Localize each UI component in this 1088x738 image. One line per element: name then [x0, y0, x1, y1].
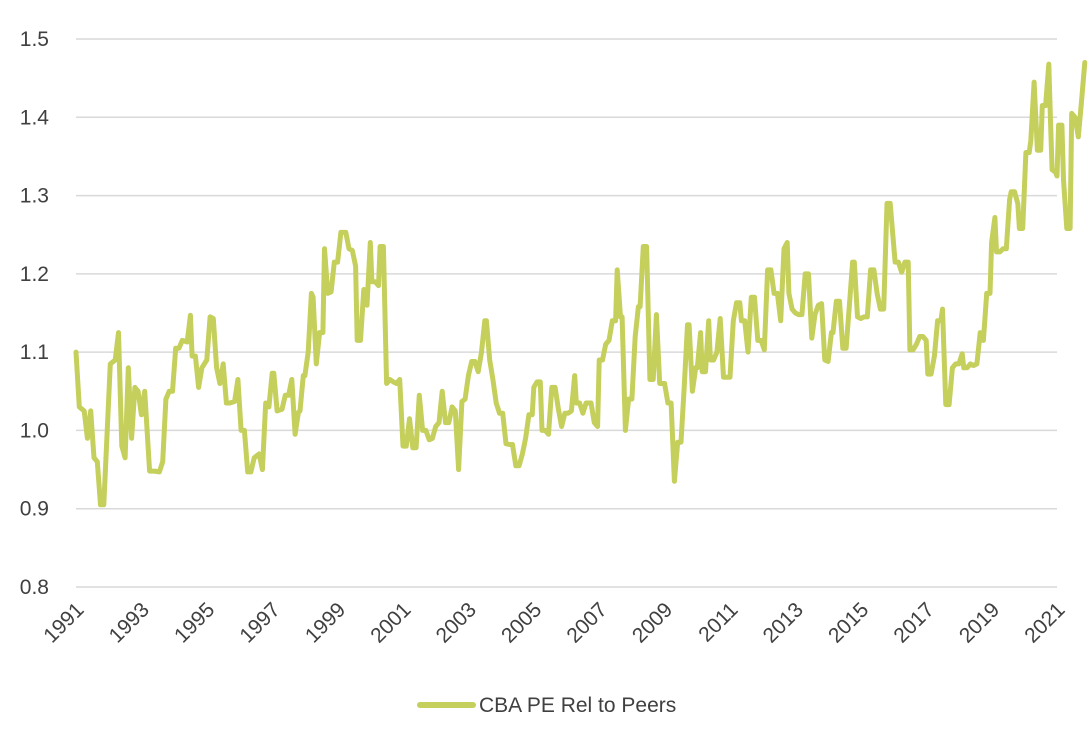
x-tick-label: 2001: [366, 598, 415, 647]
y-tick-label: 1.1: [20, 341, 49, 364]
x-tick-label: 1995: [170, 598, 219, 647]
x-tick-label: 1991: [39, 598, 88, 647]
x-tick-label: 2009: [628, 598, 677, 647]
y-tick-label: 1.5: [20, 28, 49, 51]
x-tick-label: 1997: [235, 598, 284, 647]
y-tick-label: 0.8: [20, 576, 49, 599]
x-tick-label: 2003: [432, 598, 481, 647]
series-line: [73, 60, 1088, 508]
x-tick-label: 2017: [889, 598, 938, 647]
y-tick-label: 1.4: [20, 106, 50, 129]
x-tick-label: 2005: [497, 598, 546, 647]
legend-label: CBA PE Rel to Peers: [479, 694, 676, 717]
y-tick-label: 1.2: [20, 263, 49, 286]
x-tick-label: 1993: [105, 598, 154, 647]
x-tick-label: 2021: [1020, 598, 1069, 647]
x-tick-label: 2015: [824, 598, 873, 647]
y-tick-label: 1.0: [20, 419, 49, 442]
x-tick-label: 2011: [694, 598, 742, 646]
x-tick-label: 2007: [562, 598, 611, 647]
x-tick-label: 2013: [759, 598, 808, 647]
series-layer: [73, 60, 1088, 508]
legend: CBA PE Rel to Peers: [417, 694, 676, 717]
x-axis-ticks: 1991 1993 1995 1997 1999 2001 2003 2005 2007 2009…: [39, 598, 1069, 647]
y-tick-label: 1.3: [20, 185, 49, 208]
y-axis-ticks: 0.8 0.9 1.0 1.1 1.2 1.3 1.4 1.5: [20, 28, 50, 599]
x-tick-label: 2019: [955, 598, 1004, 647]
y-tick-label: 0.9: [20, 498, 49, 521]
x-tick-label: 1999: [301, 598, 350, 647]
